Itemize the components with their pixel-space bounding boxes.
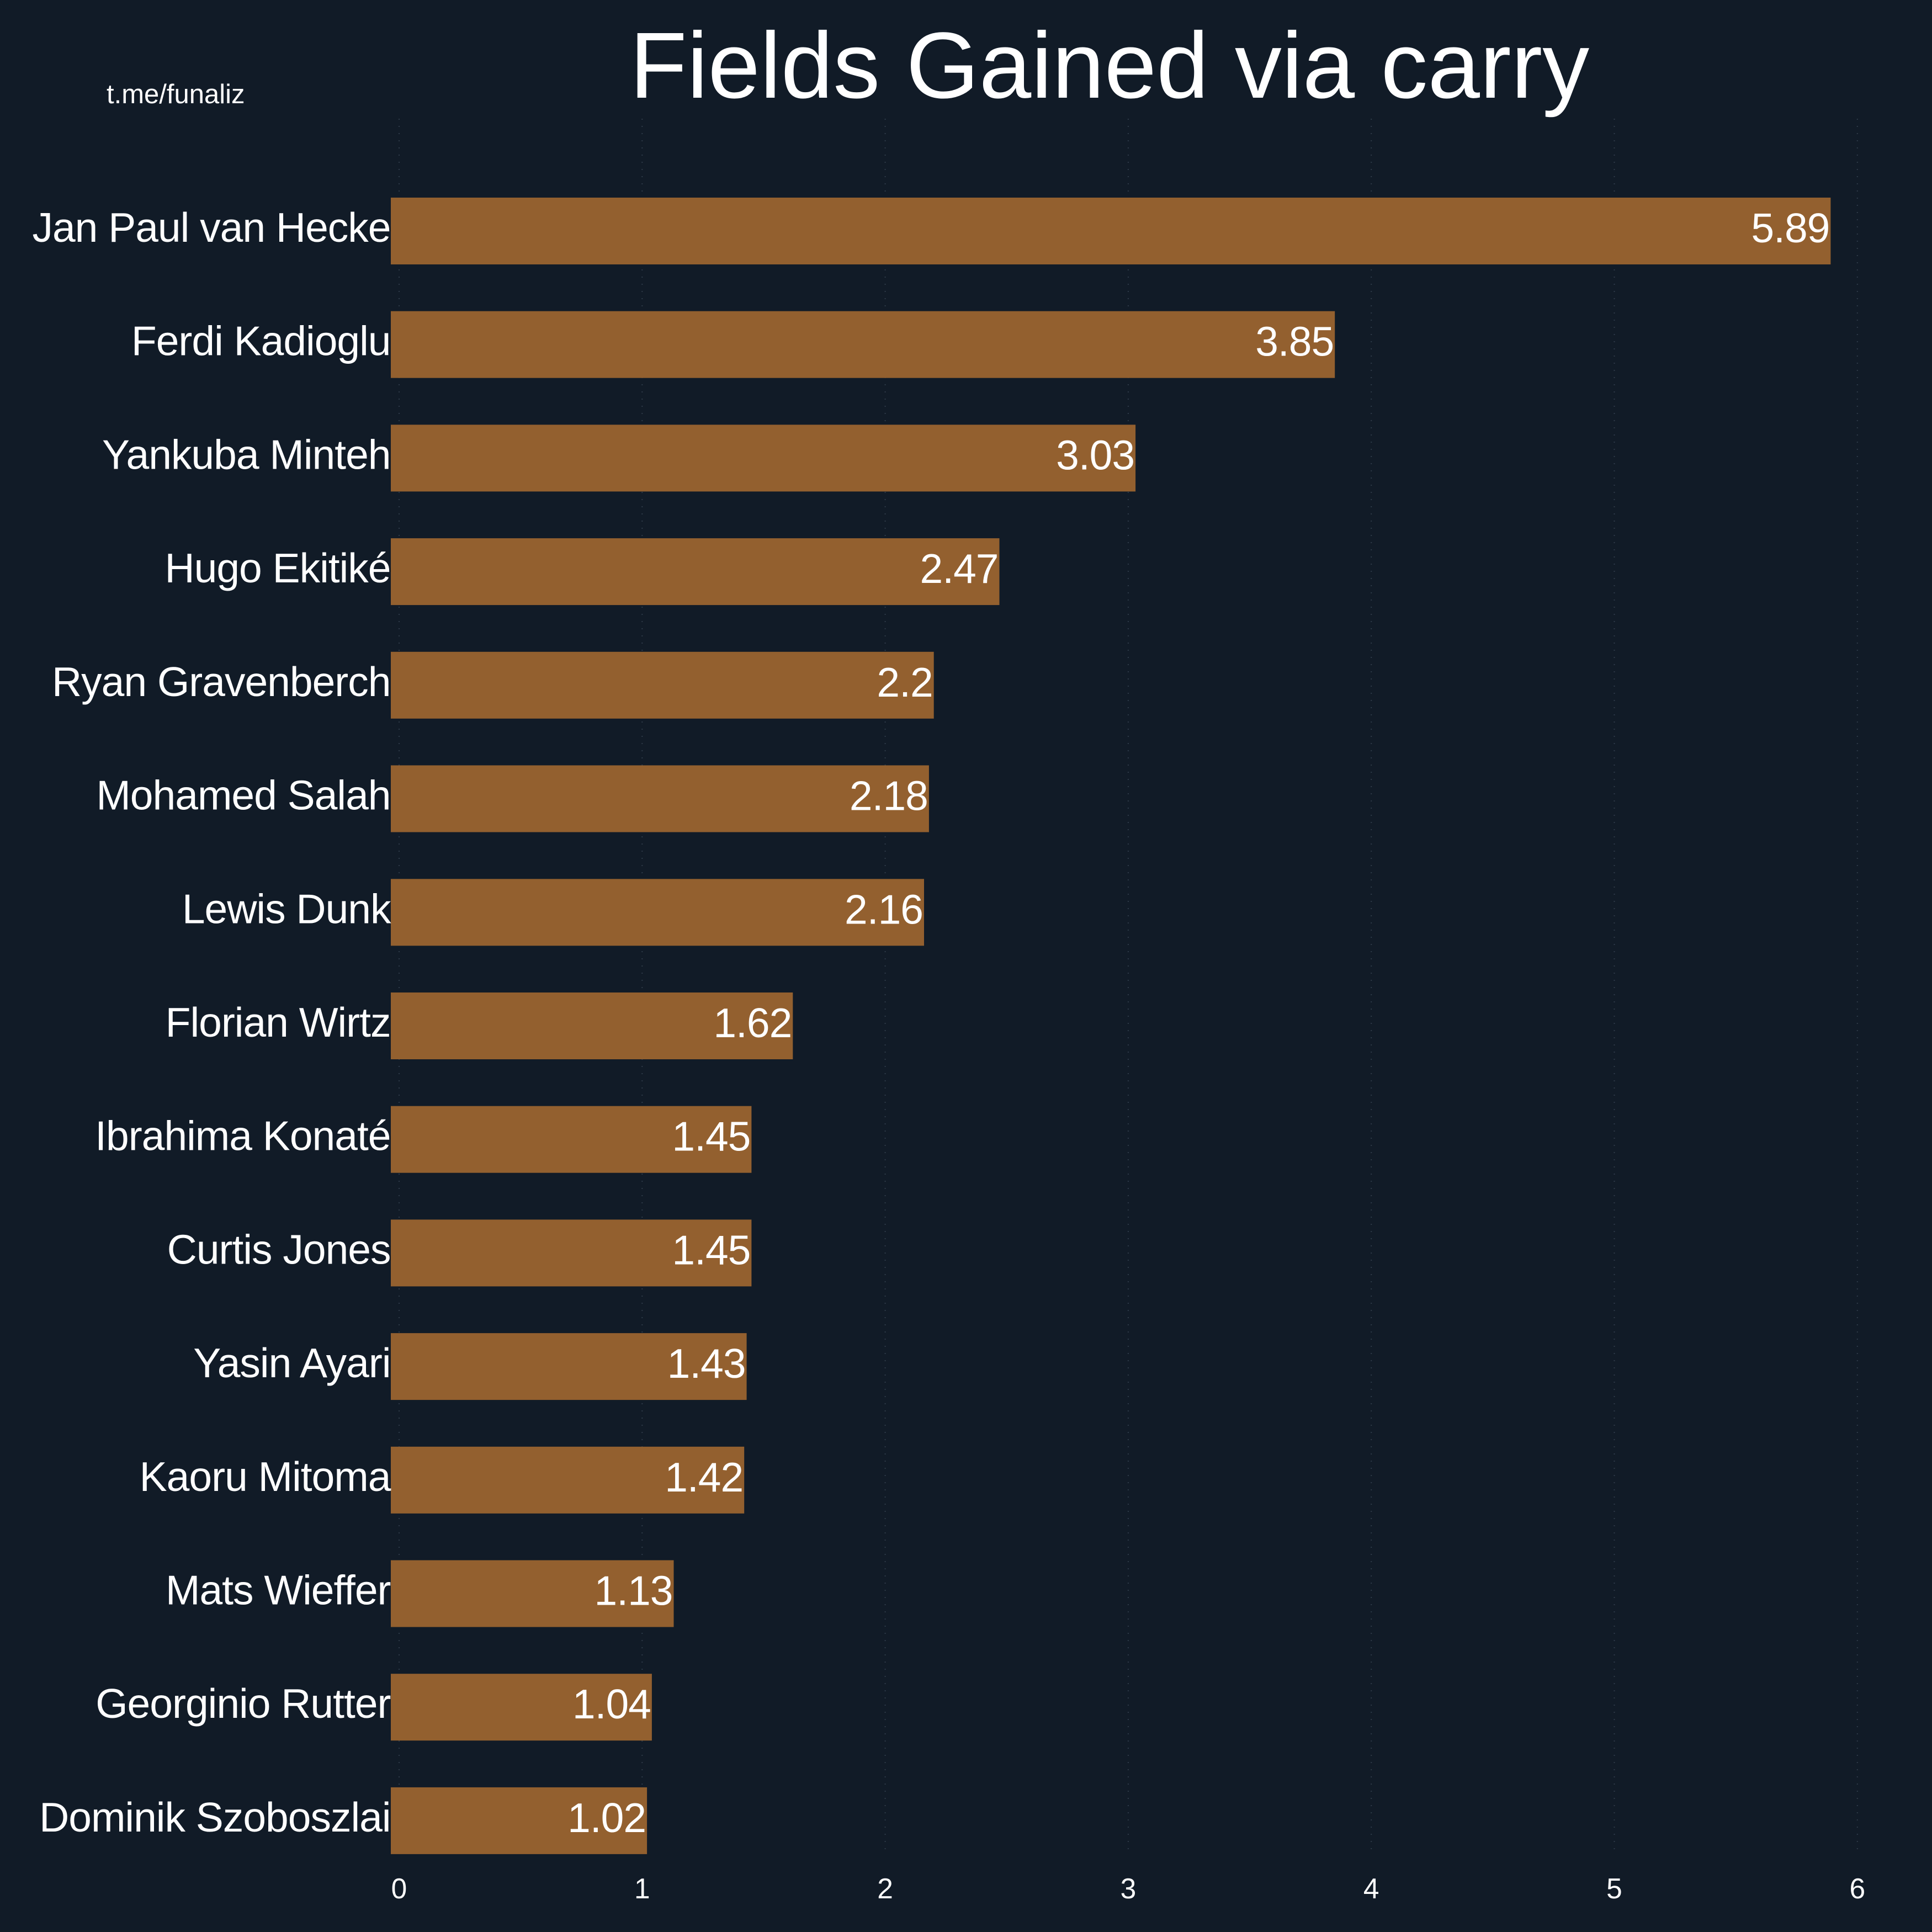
svg-text:1.45: 1.45	[672, 1113, 750, 1160]
svg-text:Curtis Jones: Curtis Jones	[167, 1226, 391, 1272]
svg-text:1: 1	[634, 1872, 650, 1904]
svg-text:3.85: 3.85	[1255, 319, 1334, 365]
svg-text:3: 3	[1121, 1872, 1137, 1904]
svg-text:2.16: 2.16	[845, 886, 923, 932]
svg-text:3.03: 3.03	[1056, 432, 1134, 478]
svg-text:1.42: 1.42	[665, 1454, 743, 1500]
svg-text:2: 2	[877, 1872, 893, 1904]
svg-text:Ferdi Kadioglu: Ferdi Kadioglu	[131, 318, 391, 364]
svg-text:1.43: 1.43	[667, 1340, 746, 1387]
svg-text:t.me/funaliz: t.me/funaliz	[107, 79, 245, 109]
svg-text:Ibrahima Konaté: Ibrahima Konaté	[95, 1113, 390, 1159]
svg-text:Yasin Ayari: Yasin Ayari	[193, 1340, 390, 1386]
svg-text:2.2: 2.2	[877, 659, 932, 705]
svg-text:0: 0	[391, 1872, 407, 1904]
svg-text:Fields Gained via carry: Fields Gained via carry	[630, 13, 1589, 118]
svg-text:Mats Wieffer: Mats Wieffer	[166, 1567, 391, 1613]
svg-text:2.18: 2.18	[850, 773, 928, 819]
svg-text:5: 5	[1606, 1872, 1622, 1904]
svg-text:Ryan Gravenberch: Ryan Gravenberch	[52, 659, 390, 705]
svg-text:4: 4	[1363, 1872, 1379, 1904]
svg-text:Lewis Dunk: Lewis Dunk	[182, 885, 391, 932]
svg-text:1.02: 1.02	[567, 1795, 646, 1841]
svg-text:2.47: 2.47	[920, 545, 999, 592]
svg-text:Mohamed Salah: Mohamed Salah	[96, 772, 390, 819]
svg-text:Hugo Ekitiké: Hugo Ekitiké	[164, 545, 390, 591]
svg-text:Yankuba Minteh: Yankuba Minteh	[102, 431, 390, 477]
svg-text:1.45: 1.45	[672, 1227, 750, 1273]
svg-text:5.89: 5.89	[1751, 205, 1829, 251]
svg-text:Florian Wirtz: Florian Wirtz	[166, 999, 391, 1045]
svg-text:1.13: 1.13	[595, 1568, 673, 1614]
svg-text:Kaoru Mitoma: Kaoru Mitoma	[140, 1453, 391, 1500]
svg-text:6: 6	[1849, 1872, 1865, 1904]
svg-text:1.62: 1.62	[713, 1000, 792, 1046]
svg-text:Dominik Szoboszlai: Dominik Szoboszlai	[39, 1794, 390, 1840]
svg-text:1.04: 1.04	[572, 1681, 651, 1727]
svg-text:Jan Paul van Hecke: Jan Paul van Hecke	[32, 204, 390, 251]
svg-text:Georginio Rutter: Georginio Rutter	[95, 1680, 390, 1727]
